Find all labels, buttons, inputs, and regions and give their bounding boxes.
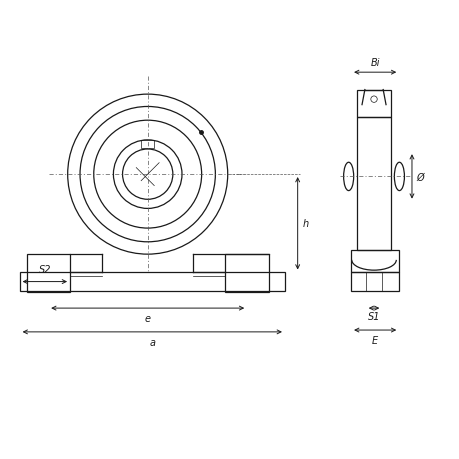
Bar	[350, 250, 398, 273]
Bar	[27, 255, 70, 292]
Text: e: e	[145, 313, 151, 324]
Text: Ø: Ø	[416, 172, 423, 182]
Bar	[356, 90, 390, 118]
Bar	[350, 273, 398, 291]
Text: a: a	[149, 337, 155, 347]
Bar	[141, 140, 154, 149]
Text: Bi: Bi	[369, 58, 379, 68]
Bar	[356, 118, 390, 250]
Text: h: h	[302, 219, 308, 229]
Text: E: E	[371, 336, 377, 345]
Bar	[20, 273, 284, 291]
Text: S2: S2	[39, 264, 51, 274]
Text: S1: S1	[367, 312, 380, 322]
Bar	[225, 255, 268, 292]
